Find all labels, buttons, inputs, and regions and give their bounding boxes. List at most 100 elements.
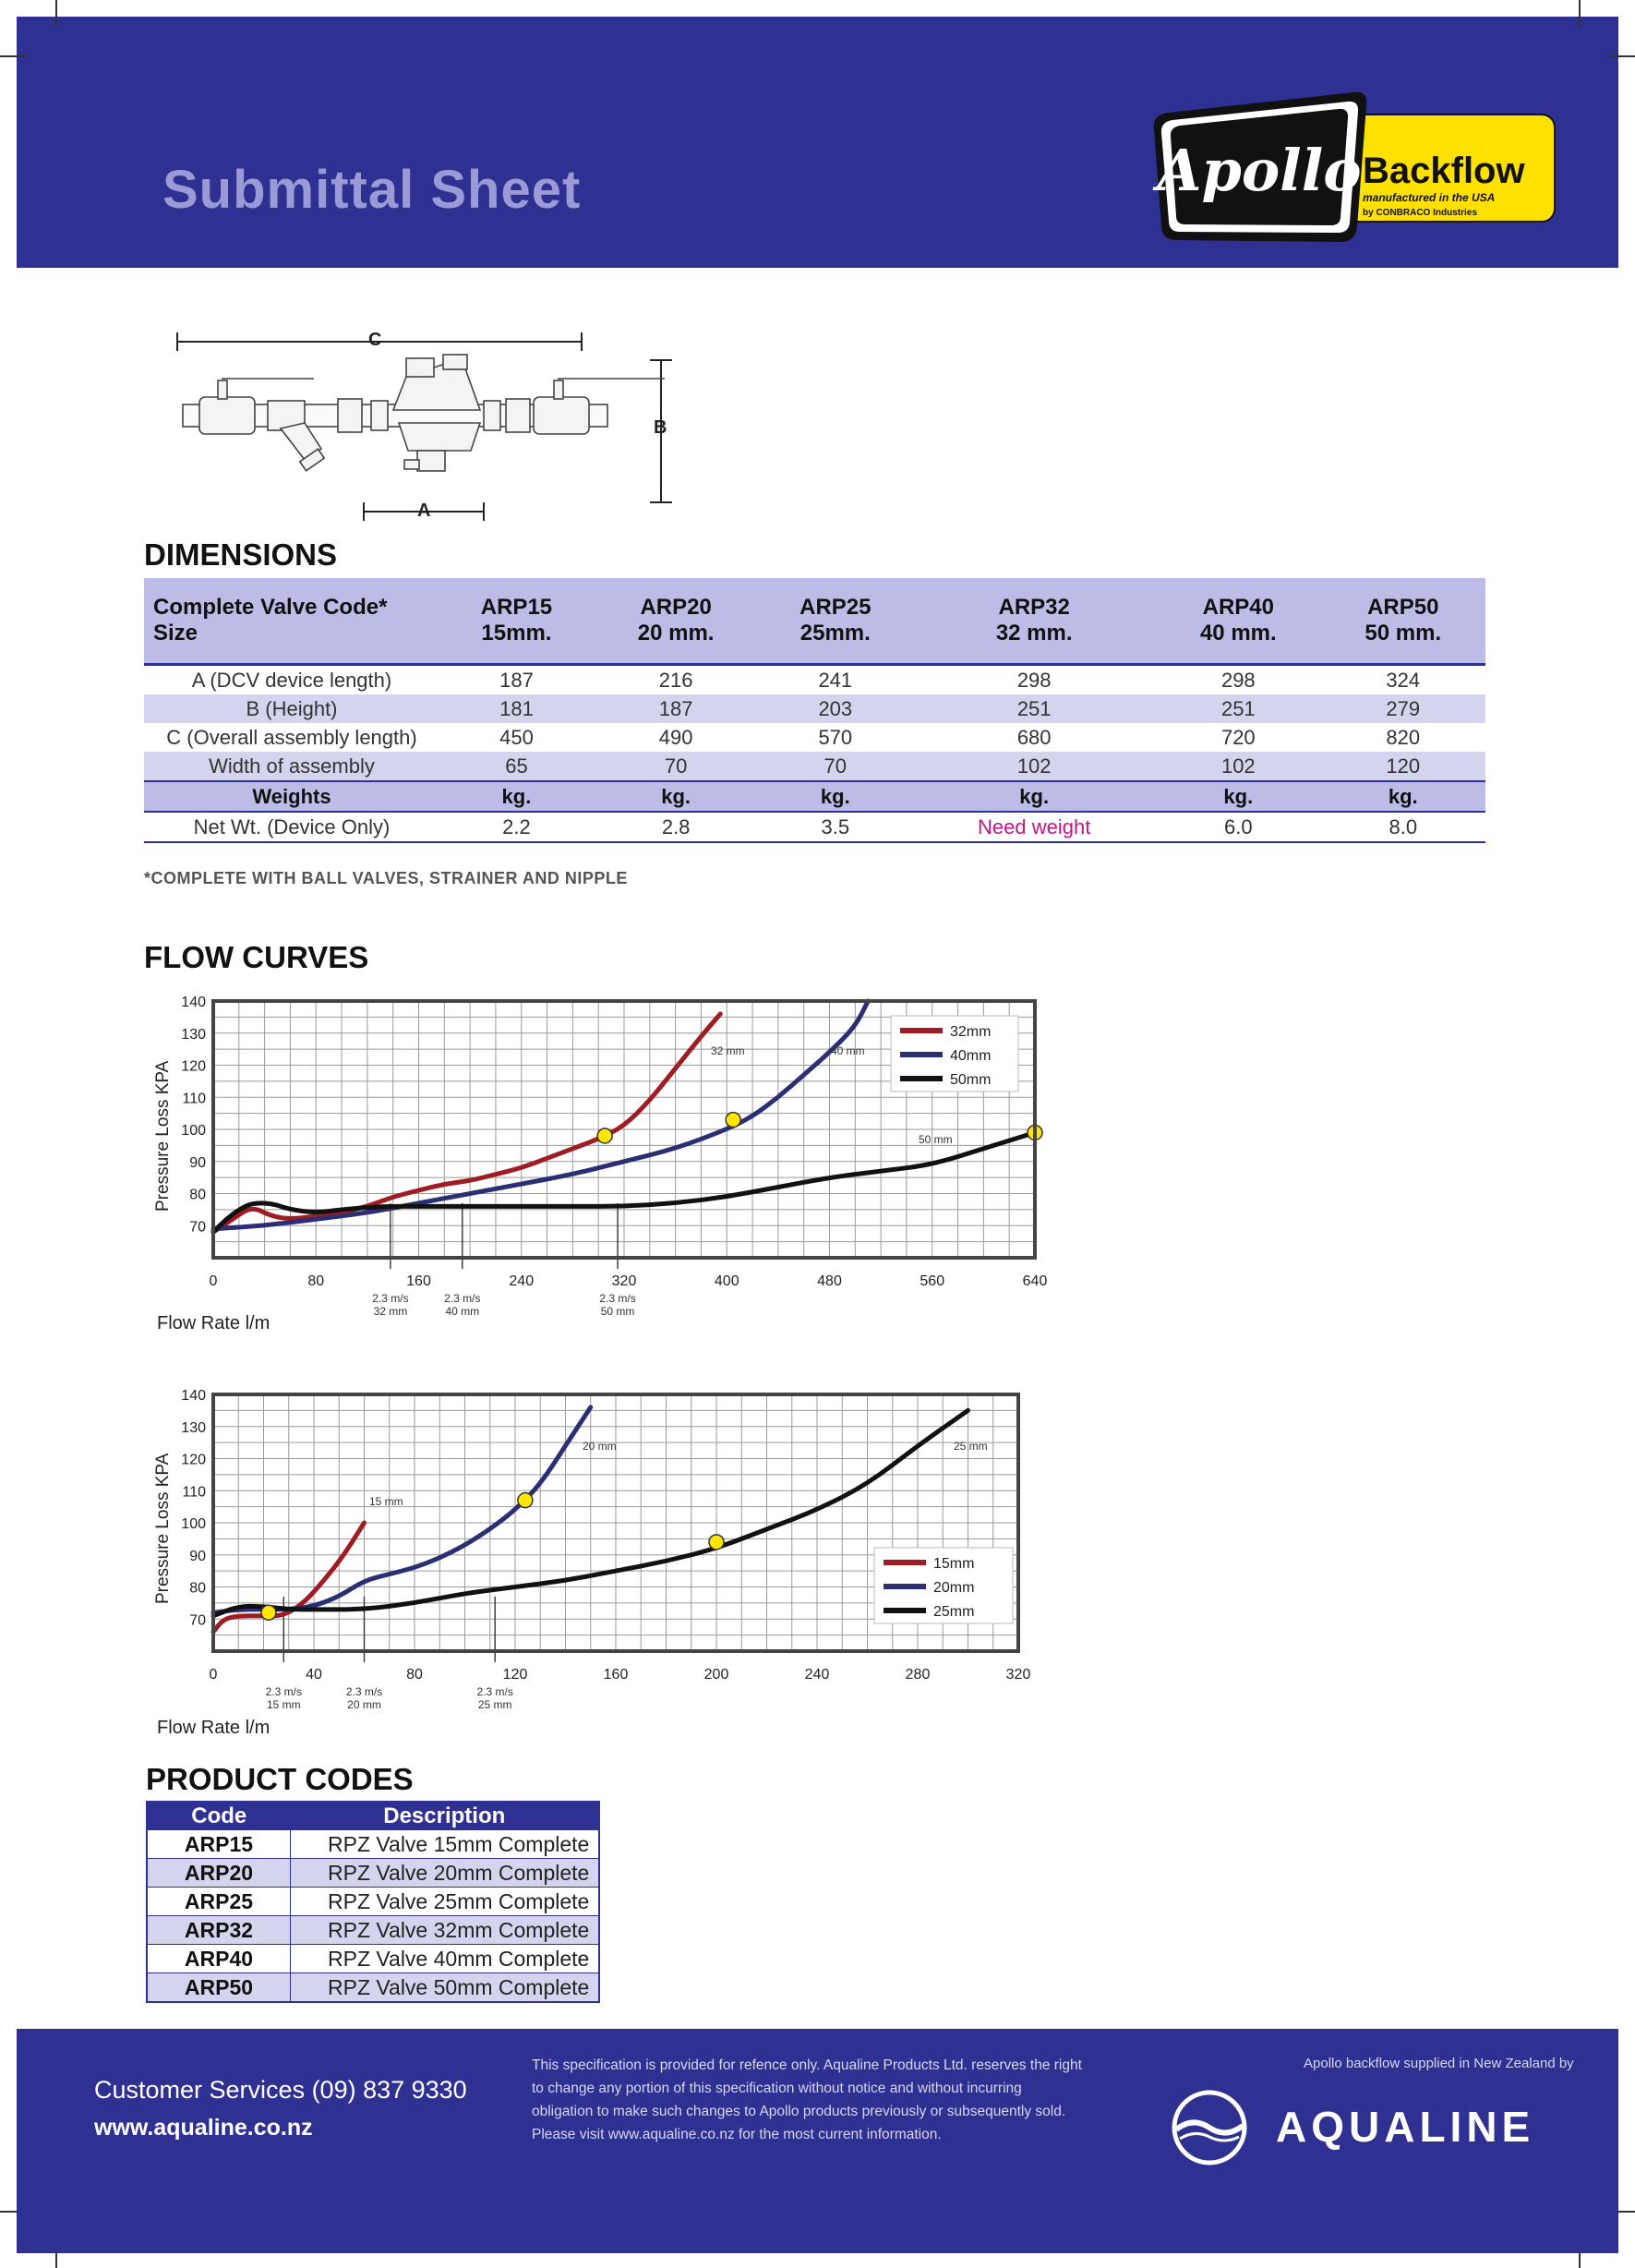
data-marker	[725, 1111, 741, 1128]
y-tick-label: 80	[189, 1188, 206, 1203]
chart2-xlabel: Flow Rate l/m	[157, 1718, 270, 1738]
x-tick-label: 320	[612, 1273, 637, 1289]
velocity-label: 25 mm	[478, 1698, 512, 1711]
velocity-label: 40 mm	[445, 1305, 479, 1318]
y-tick-label: 130	[181, 1027, 206, 1043]
crop-mark	[1607, 55, 1635, 57]
flow-chart-small: 70 80 90 100 110 120 130 140 0 40 80 120 160 200 240 28…	[181, 1388, 1031, 1711]
x-tick-label: 80	[307, 1273, 324, 1289]
x-tick-label: 200	[704, 1667, 729, 1683]
apollo-backflow-logo: Apollo Backflow manufactured in the USA …	[1152, 91, 1556, 243]
logo-product-text: Backflow	[1363, 151, 1525, 191]
x-tick-label: 0	[210, 1273, 218, 1289]
aqualine-wave-icon	[1172, 2090, 1247, 2165]
series-line-25mm	[210, 1407, 970, 1619]
dim-head-label1: Complete Valve Code*	[153, 595, 388, 620]
velocity-label: 15 mm	[267, 1698, 301, 1711]
x-tick-label: 40	[306, 1667, 322, 1683]
velocity-label: 2.3 m/s	[372, 1292, 408, 1305]
y-tick-label: 120	[181, 1453, 206, 1468]
y-tick-label: 120	[181, 1059, 206, 1075]
plot-border	[211, 999, 1037, 1260]
x-tick-label: 480	[817, 1273, 842, 1289]
logo-line1: manufactured in the USA	[1363, 191, 1495, 204]
velocity-label: 2.3 m/s	[444, 1292, 480, 1305]
dim-row-weights: Weights kg. kg. kg. kg. kg. kg.	[144, 780, 1485, 813]
legend-label: 25mm	[933, 1604, 974, 1620]
dimension-label-c: C	[368, 330, 382, 350]
pc-row: ARP32 RPZ Valve 32mm Complete	[147, 1915, 599, 1945]
pc-col-code: Code	[147, 1802, 291, 1830]
dim-head-label2: Size	[153, 621, 198, 645]
data-marker	[708, 1534, 725, 1550]
dimension-label-a: A	[417, 501, 431, 521]
customer-services-phone: Customer Services (09) 837 9330	[94, 2076, 467, 2104]
aqualine-brand: AQUALINE	[1276, 2103, 1535, 2151]
dim-row-b: B (Height) 181 187 203 251 251 279	[144, 694, 1485, 723]
x-tick-label: 80	[406, 1667, 423, 1683]
x-tick-label: 280	[906, 1667, 931, 1683]
series-label: 15 mm	[369, 1495, 403, 1508]
legend-label: 32mm	[950, 1024, 991, 1040]
y-tick-label: 70	[189, 1219, 206, 1235]
crop-mark	[1607, 2211, 1635, 2213]
crop-mark	[1579, 2240, 1581, 2268]
need-weight-note: Need weight	[912, 812, 1157, 843]
dimensions-footnote: *COMPLETE WITH BALL VALVES, STRAINER AND…	[144, 869, 628, 887]
y-tick-label: 110	[182, 1484, 206, 1500]
series-line-32mm	[210, 1011, 723, 1235]
dimensions-table: Complete Valve Code* Size ARP15 15mm. ARP2…	[144, 578, 1485, 843]
y-tick-label: 140	[181, 995, 206, 1010]
velocity-label: 2.3 m/s	[599, 1292, 635, 1305]
series-label: 32 mm	[711, 1044, 745, 1057]
legend-label: 50mm	[950, 1072, 991, 1088]
crop-mark	[0, 55, 28, 57]
crop-mark	[0, 2211, 28, 2213]
x-tick-label: 240	[509, 1273, 534, 1289]
flow-curves-title: FLOW CURVES	[144, 940, 369, 974]
dim-row-netwt: Net Wt. (Device Only) 2.2 2.8 3.5 Need weigh…	[144, 812, 1485, 843]
dim-col-0: ARP15 15mm.	[439, 578, 594, 666]
x-tick-label: 400	[715, 1273, 739, 1289]
y-tick-label: 70	[189, 1612, 206, 1628]
y-tick-label: 130	[181, 1420, 206, 1436]
dim-col-2: ARP25 25mm.	[758, 578, 913, 666]
x-tick-label: 560	[920, 1273, 944, 1289]
x-tick-label: 240	[805, 1667, 830, 1683]
product-codes-table: Code Description ARP15 RPZ Valve 15mm Comp…	[146, 1801, 600, 2003]
data-marker	[517, 1491, 534, 1509]
dim-row-width: Width of assembly 65 70 70 102 102 120	[144, 752, 1485, 781]
dim-row-a: A (DCV device length) 187 216 241 298 298 324	[191, 668, 1421, 692]
crop-mark	[1579, 0, 1581, 28]
chart1-ylabel: Pressure Loss KPA	[153, 1060, 173, 1212]
website-link[interactable]: www.aqualine.co.nz	[94, 2115, 313, 2141]
pc-col-desc: Description	[290, 1802, 599, 1830]
chart2-ylabel: Pressure Loss KPA	[153, 1453, 173, 1604]
series-line-50mm	[210, 1129, 1038, 1235]
dimensions-title: DIMENSIONS	[144, 537, 338, 572]
x-tick-label: 120	[503, 1667, 528, 1683]
flow-chart-large: 70 80 90 100 110 120 130 140 0 80 160 240 320 400 480 5…	[181, 995, 1047, 1318]
x-tick-label: 0	[210, 1667, 218, 1683]
velocity-label: 20 mm	[347, 1698, 381, 1711]
crop-mark	[55, 2240, 57, 2268]
data-marker	[596, 1128, 613, 1144]
series-label: 20 mm	[583, 1440, 617, 1453]
pc-row: ARP25 RPZ Valve 25mm Complete	[147, 1887, 599, 1916]
y-tick-label: 90	[189, 1549, 206, 1564]
dim-col-4: ARP40 40 mm.	[1156, 578, 1321, 666]
x-tick-label: 320	[1006, 1667, 1031, 1683]
dim-head-label: Complete Valve Code* Size	[144, 578, 439, 666]
velocity-label: 50 mm	[601, 1305, 635, 1318]
dim-col-1: ARP20 20 mm.	[593, 578, 759, 666]
pc-row: ARP40 RPZ Valve 40mm Complete	[147, 1944, 599, 1973]
footer-band	[17, 2029, 1618, 2253]
y-tick-label: 100	[181, 1516, 206, 1532]
dim-col-5: ARP50 50 mm.	[1320, 578, 1485, 666]
plot-border	[211, 1393, 1020, 1653]
series-line-40mm	[210, 998, 871, 1232]
logo-line2: by CONBRACO Industries	[1363, 208, 1477, 218]
velocity-label: 2.3 m/s	[477, 1685, 513, 1698]
dim-row-c: C (Overall assembly length) 450 490 570 680 7…	[166, 725, 1421, 749]
dimension-label-b: B	[654, 417, 667, 438]
